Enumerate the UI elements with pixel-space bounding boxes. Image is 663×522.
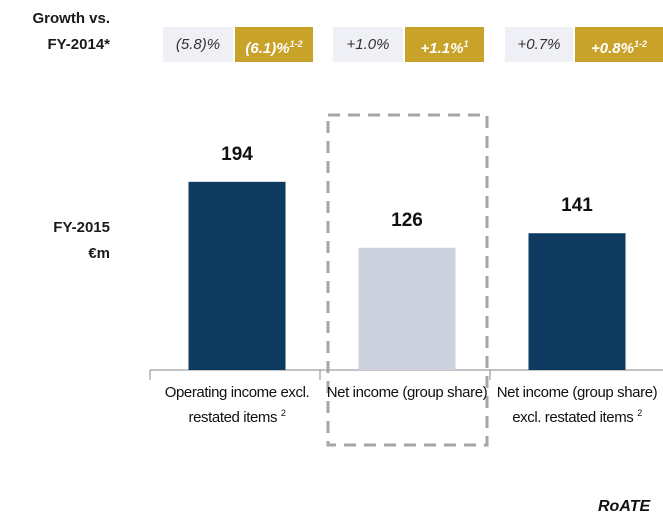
- category-text: Operating income excl. restated items: [164, 384, 310, 426]
- growth-adjusted: (6.1)%1-2: [235, 27, 313, 62]
- bar: [188, 181, 286, 370]
- bar: [358, 247, 456, 370]
- growth-value: +1.1%: [420, 40, 464, 57]
- value-label: 141: [561, 195, 593, 217]
- value-label: 194: [221, 143, 253, 165]
- x-tick-label: Net income (group share) excl. restated …: [493, 383, 661, 428]
- growth-adjusted: +0.8%1-2: [575, 27, 663, 62]
- growth-value: (6.1)%: [245, 40, 290, 57]
- footnote: 1: [463, 39, 469, 49]
- footnote: 1-2: [289, 39, 303, 49]
- growth-reported: +1.0%: [333, 27, 403, 62]
- footnote: 1-2: [633, 39, 647, 49]
- x-tick-label: Operating income excl. restated items 2: [153, 383, 321, 428]
- footnote: 2: [280, 408, 286, 418]
- growth-reported: (5.8)%: [163, 27, 233, 62]
- axis-label: FY-2015: [53, 219, 110, 236]
- footnote: 2: [637, 408, 642, 418]
- x-tick-label: Net income (group share): [323, 383, 491, 403]
- category-text: Net income (group share): [326, 384, 488, 401]
- highlight-box: [326, 113, 489, 447]
- value-label: 126: [391, 209, 423, 231]
- axis-label: €m: [88, 245, 110, 262]
- growth-label: Growth vs.: [32, 10, 110, 27]
- category-text: Net income (group share) excl. restated …: [496, 384, 658, 426]
- growth-reported: +0.7%: [505, 27, 573, 62]
- growth-adjusted: +1.1%1: [405, 27, 484, 62]
- bar: [528, 233, 626, 370]
- growth-value: +0.8%: [591, 40, 634, 57]
- growth-label: FY-2014*: [47, 36, 110, 53]
- footer: RoATE: [598, 498, 651, 515]
